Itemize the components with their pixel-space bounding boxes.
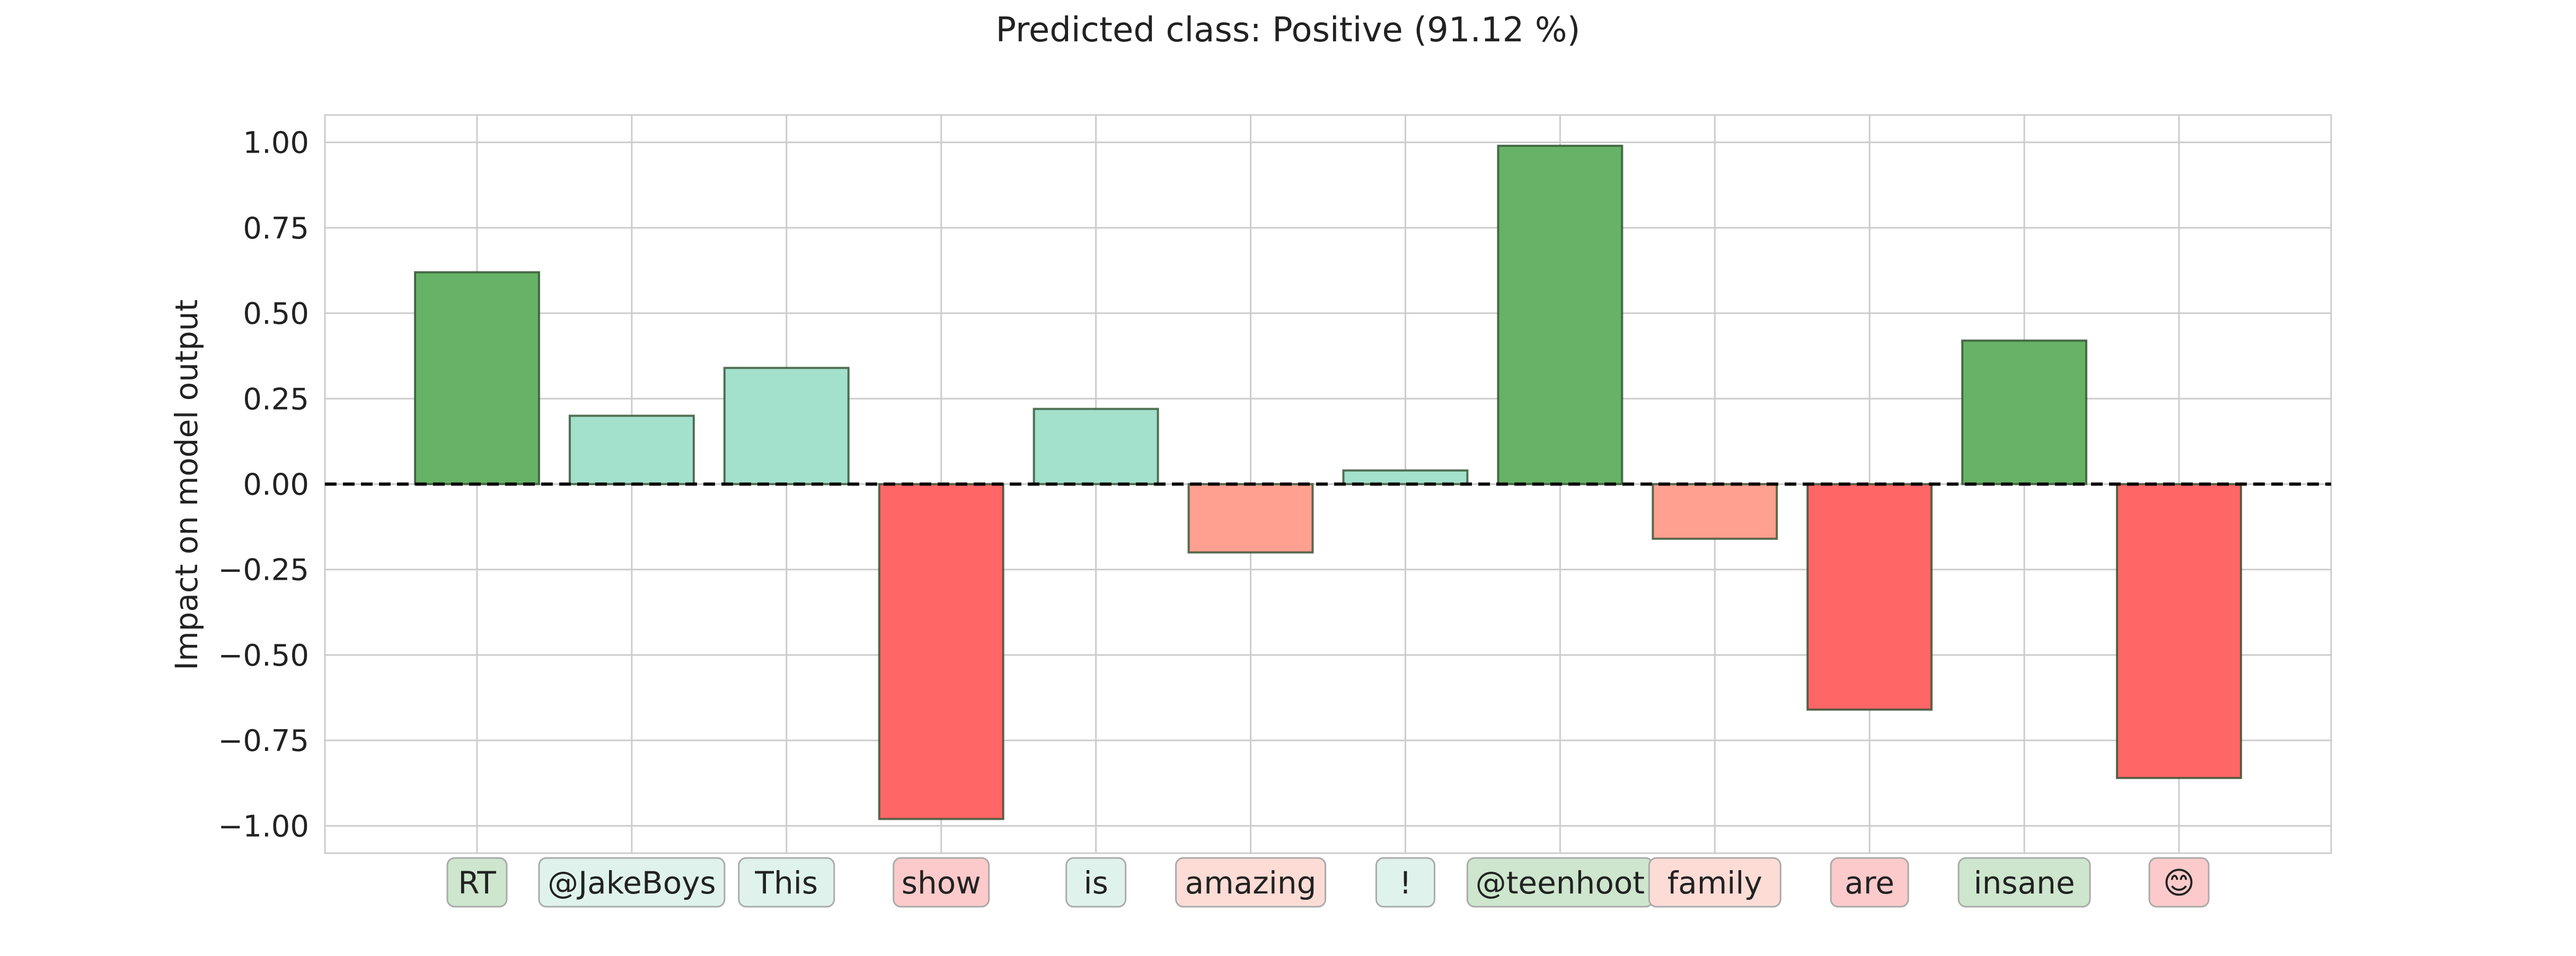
bar-5 [1033, 408, 1159, 485]
bar-2 [568, 414, 695, 485]
token-label-box [538, 857, 726, 908]
x-tick-label: 😊 [2163, 865, 2195, 901]
bar-4 [878, 483, 1004, 820]
x-tick-label: @teenhoot [1476, 865, 1645, 901]
y-tick-label: −0.25 [218, 553, 309, 588]
token-label-box [1375, 857, 1435, 908]
token-label-box [1830, 857, 1909, 908]
bar-6 [1187, 483, 1314, 554]
y-tick-label: 1.00 [243, 126, 309, 161]
token-label-box [1957, 857, 2091, 908]
x-tick-label: insane [1974, 865, 2075, 901]
y-axis-label: Impact on model output [169, 299, 205, 670]
plot-area: 1.00 0.75 0.50 0.25 0.00 −0.25 −0.50 −0.75 −1.00… [218, 114, 2332, 908]
x-tick-label: amazing [1185, 865, 1317, 901]
x-tick-label: are [1845, 865, 1894, 901]
token-label-box [738, 857, 835, 908]
bar-3 [723, 367, 850, 485]
y-tick-label: 0.00 [243, 468, 309, 502]
bar-9 [1652, 483, 1778, 540]
bar-11 [1961, 339, 2088, 485]
token-label-box [446, 857, 508, 908]
token-label-box [2148, 857, 2210, 908]
x-tick-label: family [1668, 865, 1762, 901]
bar-1 [414, 271, 540, 485]
y-tick-label: −0.75 [218, 724, 309, 758]
bar-12 [2116, 483, 2242, 780]
bar-10 [1806, 483, 1933, 711]
x-tick-label: RT [458, 865, 496, 901]
x-tick-label: @JakeBoys [548, 865, 716, 901]
chart-title: Predicted class: Positive (91.12 %) [996, 11, 1581, 50]
y-tick-label: −1.00 [218, 809, 309, 844]
bar-8 [1497, 145, 1624, 485]
y-tick-label: 0.25 [243, 382, 309, 417]
x-tick-label: ! [1399, 865, 1411, 901]
token-label-box [1648, 857, 1781, 908]
y-tick-label: −0.50 [218, 639, 309, 673]
bar-7 [1342, 469, 1469, 485]
x-tick-label: show [902, 865, 981, 901]
token-label-box [1065, 857, 1127, 908]
x-tick-label: is [1083, 865, 1108, 901]
token-label-box [893, 857, 990, 908]
x-tick-label: This [755, 865, 818, 901]
y-tick-label: 0.50 [243, 297, 309, 331]
y-tick-label: 0.75 [243, 211, 309, 246]
token-label-box [1175, 857, 1327, 908]
